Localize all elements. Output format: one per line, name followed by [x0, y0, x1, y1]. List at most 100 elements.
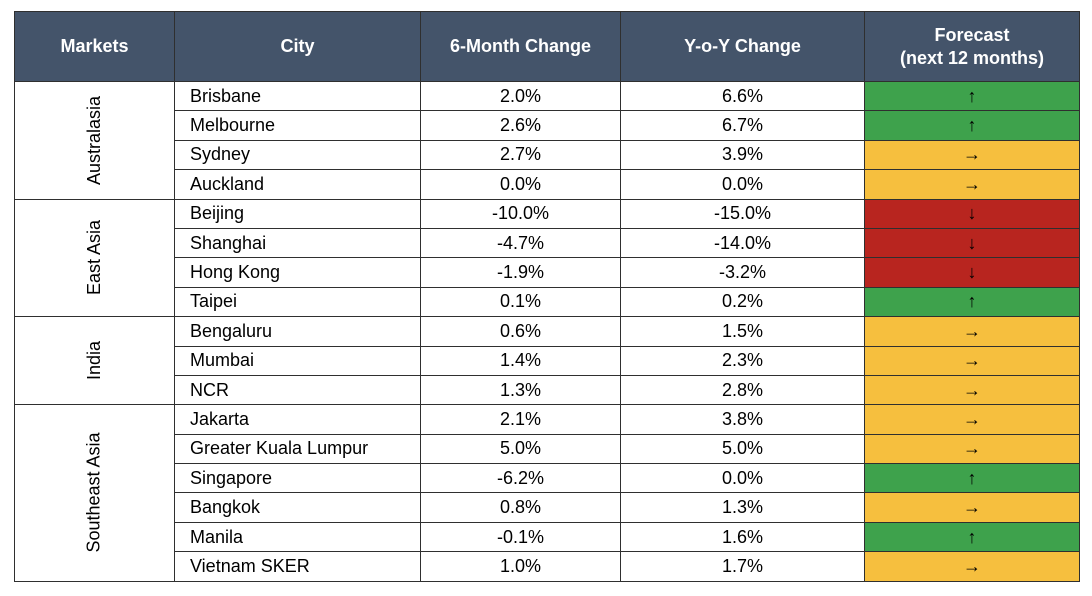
table-row: Mumbai 1.4% 2.3% →: [15, 346, 1080, 376]
yoy-change-cell: 2.3%: [620, 346, 865, 376]
yoy-change-cell: -3.2%: [620, 257, 865, 288]
market-label: India: [83, 341, 104, 381]
forecast-cell: →: [864, 169, 1080, 200]
arrow-right-icon: →: [963, 438, 981, 459]
market-label: Australasia: [83, 95, 104, 185]
six-month-change-cell: -10.0%: [420, 199, 621, 229]
arrow-right-icon: →: [963, 497, 981, 518]
city-cell: Brisbane: [174, 81, 421, 112]
arrow-right-icon: →: [963, 173, 981, 194]
table-row: Vietnam SKER 1.0% 1.7% →: [15, 551, 1080, 582]
six-month-change-cell: 0.6%: [420, 316, 621, 347]
six-month-change-cell: 5.0%: [420, 434, 621, 465]
forecast-cell: ↑: [864, 463, 1080, 494]
six-month-change-cell: 2.7%: [420, 140, 621, 171]
yoy-change-cell: 1.5%: [620, 316, 865, 347]
six-month-change-cell: 2.0%: [420, 81, 621, 112]
six-month-change-cell: 2.1%: [420, 404, 621, 435]
city-cell: Mumbai: [174, 346, 421, 376]
forecast-cell: ↑: [864, 81, 1080, 112]
header-forecast-title: Forecast: [934, 24, 1010, 45]
forecast-cell: →: [864, 375, 1080, 406]
yoy-change-cell: 6.6%: [620, 81, 865, 112]
table-row: Melbourne 2.6% 6.7% ↑: [15, 110, 1080, 141]
city-cell: Bengaluru: [174, 316, 421, 347]
six-month-change-cell: 0.8%: [420, 492, 621, 523]
market-cell: Australasia: [14, 81, 175, 200]
city-cell: Hong Kong: [174, 257, 421, 288]
header-forecast: Forecast (next 12 months): [864, 11, 1080, 82]
city-cell: Taipei: [174, 287, 421, 318]
six-month-change-cell: 2.6%: [420, 110, 621, 141]
forecast-cell: ↑: [864, 522, 1080, 553]
forecast-cell: →: [864, 434, 1080, 465]
arrow-up-icon: ↑: [967, 115, 977, 136]
yoy-change-cell: 1.6%: [620, 522, 865, 553]
arrow-right-icon: →: [963, 350, 981, 371]
header-city: City: [174, 11, 421, 82]
yoy-change-cell: -14.0%: [620, 228, 865, 259]
table-header: Markets City 6-Month Change Y-o-Y Change…: [14, 11, 1080, 82]
table-row: Taipei 0.1% 0.2% ↑: [15, 287, 1080, 318]
yoy-change-cell: 5.0%: [620, 434, 865, 465]
table-row: Greater Kuala Lumpur 5.0% 5.0% →: [15, 434, 1080, 465]
forecast-cell: →: [864, 346, 1080, 376]
header-markets: Markets: [14, 11, 175, 82]
city-cell: Bangkok: [174, 492, 421, 523]
forecast-cell: →: [864, 551, 1080, 582]
arrow-right-icon: →: [963, 379, 981, 400]
table-row: Sydney 2.7% 3.9% →: [15, 140, 1080, 171]
header-forecast-subtitle: (next 12 months): [899, 47, 1045, 68]
table-row: Southeast Asia Jakarta 2.1% 3.8% →: [14, 404, 1080, 582]
arrow-up-icon: ↑: [967, 526, 977, 547]
table-row: Manila -0.1% 1.6% ↑: [15, 522, 1080, 553]
arrow-right-icon: →: [963, 408, 981, 429]
six-month-change-cell: -1.9%: [420, 257, 621, 288]
yoy-change-cell: 6.7%: [620, 110, 865, 141]
six-month-change-cell: 1.0%: [420, 551, 621, 582]
yoy-change-cell: 3.8%: [620, 404, 865, 435]
yoy-change-cell: 0.0%: [620, 169, 865, 200]
header-6-month-change: 6-Month Change: [420, 11, 621, 82]
forecast-cell: →: [864, 140, 1080, 171]
header-yoy-change: Y-o-Y Change: [620, 11, 865, 82]
forecast-cell: ↓: [864, 199, 1080, 229]
city-cell: Melbourne: [174, 110, 421, 141]
yoy-change-cell: -15.0%: [620, 199, 865, 229]
arrow-right-icon: →: [963, 144, 981, 165]
yoy-change-cell: 2.8%: [620, 375, 865, 406]
forecast-cell: ↓: [864, 257, 1080, 288]
market-forecast-table: Markets City 6-Month Change Y-o-Y Change…: [14, 11, 1080, 582]
city-cell: Jakarta: [174, 404, 421, 435]
city-cell: Beijing: [174, 199, 421, 229]
table-row: Australasia Brisbane 2.0% 6.6% ↑: [14, 81, 1080, 200]
forecast-cell: ↑: [864, 110, 1080, 141]
city-cell: NCR: [174, 375, 421, 406]
arrow-right-icon: →: [963, 555, 981, 576]
city-cell: Shanghai: [174, 228, 421, 259]
yoy-change-cell: 3.9%: [620, 140, 865, 171]
city-cell: Singapore: [174, 463, 421, 494]
header-row: Markets City 6-Month Change Y-o-Y Change…: [14, 11, 1080, 82]
table-row: East Asia Beijing -10.0% -15.0% ↓: [14, 199, 1080, 318]
table-row: NCR 1.3% 2.8% →: [15, 375, 1080, 406]
table-row: Singapore -6.2% 0.0% ↑: [15, 463, 1080, 494]
table-row: Auckland 0.0% 0.0% →: [15, 169, 1080, 200]
arrow-down-icon: ↓: [967, 203, 977, 224]
table-row: Hong Kong -1.9% -3.2% ↓: [15, 257, 1080, 288]
table-body: Australasia Brisbane 2.0% 6.6% ↑ Melbourne 2.6…: [14, 81, 1080, 582]
market-label: East Asia: [83, 220, 104, 296]
arrow-down-icon: ↓: [967, 232, 977, 253]
six-month-change-cell: 0.0%: [420, 169, 621, 200]
six-month-change-cell: -0.1%: [420, 522, 621, 553]
six-month-change-cell: -4.7%: [420, 228, 621, 259]
city-cell: Greater Kuala Lumpur: [174, 434, 421, 465]
yoy-change-cell: 0.2%: [620, 287, 865, 318]
arrow-up-icon: ↑: [967, 85, 977, 106]
table-row: Shanghai -4.7% -14.0% ↓: [15, 228, 1080, 259]
arrow-up-icon: ↑: [967, 467, 977, 488]
arrow-down-icon: ↓: [967, 262, 977, 283]
table-row: Bangkok 0.8% 1.3% →: [15, 492, 1080, 523]
arrow-right-icon: →: [963, 320, 981, 341]
market-cell: East Asia: [14, 199, 175, 318]
